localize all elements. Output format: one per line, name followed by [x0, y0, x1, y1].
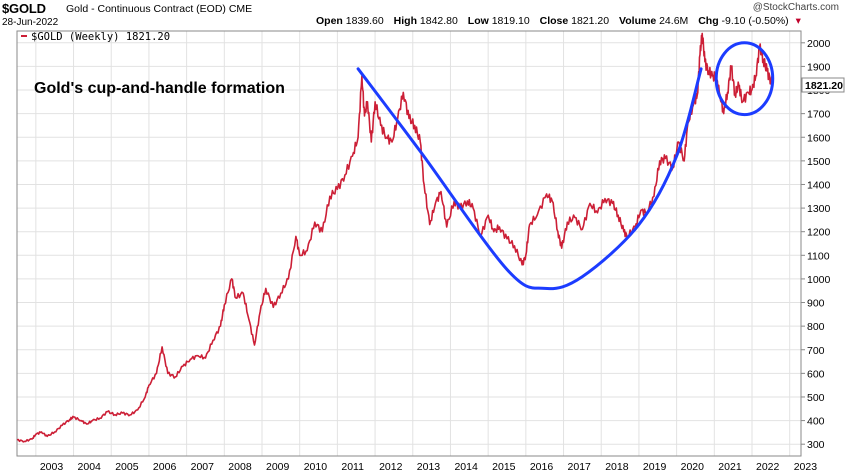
low-value: 1819.10 — [491, 15, 530, 27]
x-tick-label: 2009 — [266, 461, 290, 473]
y-tick-label: 800 — [807, 321, 825, 333]
x-tick-label: 2007 — [191, 461, 215, 473]
y-tick-label: 1500 — [807, 156, 831, 168]
last-value-label: 1821.20 — [805, 80, 843, 92]
down-arrow-icon: ▾ — [795, 15, 801, 27]
x-tick-label: 2008 — [228, 461, 252, 473]
y-tick-label: 900 — [807, 298, 825, 310]
high-label: High — [393, 15, 417, 27]
volume-value: 24.6M — [659, 15, 689, 27]
volume-label: Volume — [619, 15, 657, 27]
x-tick-label: 2011 — [341, 461, 364, 473]
x-tick-label: 2020 — [681, 461, 705, 473]
overlay-layer — [356, 41, 775, 291]
y-tick-label: 1000 — [807, 274, 831, 286]
handle-circle — [714, 41, 775, 117]
x-tick-label: 2013 — [417, 461, 441, 473]
y-axis: 300 400 500 600 700 800 900 1000 1100 1200 1300 140… — [801, 38, 831, 451]
x-tick-label: 2005 — [115, 461, 139, 473]
x-axis: 2003 2004 2005 2006 2007 2008 2009 2010 2011 2012… — [40, 461, 817, 473]
y-tick-label: 1700 — [807, 109, 831, 121]
x-tick-label: 2004 — [78, 461, 102, 473]
chart-date: 28-Jun-2022 — [2, 17, 59, 28]
y-tick-label: 700 — [807, 345, 825, 357]
x-tick-label: 2017 — [568, 461, 592, 473]
x-tick-label: 2006 — [153, 461, 177, 473]
chg-value: -9.10 (-0.50%) — [721, 15, 789, 27]
x-tick-label: 2014 — [454, 461, 478, 473]
open-label: Open — [316, 15, 343, 27]
price-series-line — [16, 32, 774, 443]
legend-label: $GOLD (Weekly) 1821.20 — [31, 31, 170, 43]
x-tick-label: 2023 — [794, 461, 818, 473]
legend: $GOLD (Weekly) 1821.20 — [21, 31, 170, 43]
ticker-symbol: $GOLD — [2, 1, 46, 16]
y-tick-label: 1200 — [807, 227, 831, 239]
low-label: Low — [467, 15, 489, 27]
last-value-box — [801, 77, 845, 93]
high-value: 1842.80 — [419, 15, 458, 27]
description-text: Gold - Continuous Contract (EOD) — [66, 3, 226, 15]
y-tick-label: 1900 — [807, 61, 831, 73]
x-tick-label: 2003 — [40, 461, 64, 473]
x-tick-label: 2018 — [605, 461, 629, 473]
cup-curve — [356, 67, 703, 291]
price-layer — [16, 32, 774, 443]
y-tick-label: 1600 — [807, 132, 831, 144]
open-value: 1839.60 — [345, 15, 384, 27]
y-tick-label: 400 — [807, 416, 825, 428]
x-tick-label: 2021 — [718, 461, 742, 473]
x-tick-label: 2010 — [304, 461, 328, 473]
grid-layer — [17, 31, 801, 456]
plot-frame — [16, 30, 802, 457]
chart-title: Gold's cup-and-handle formation — [34, 80, 285, 97]
x-tick-label: 2016 — [530, 461, 554, 473]
last-value-tag: 1821.20 — [801, 77, 845, 93]
y-tick-label: 500 — [807, 392, 825, 404]
y-tick-label: 1300 — [807, 203, 831, 215]
y-tick-label: 1100 — [807, 250, 830, 262]
y-tick-label: 2000 — [807, 38, 831, 50]
close-label: Close — [539, 15, 569, 27]
x-tick-label: 2019 — [643, 461, 667, 473]
y-tick-label: 300 — [807, 439, 825, 451]
x-tick-label: 2022 — [756, 461, 780, 473]
chg-label: Chg — [698, 15, 719, 27]
instrument-description: Gold - Continuous Contract (EOD) CME — [66, 3, 252, 15]
ohlc-readout: Open 1839.60 High 1842.80 Low 1819.10 Cl… — [316, 15, 801, 27]
close-value: 1821.20 — [571, 15, 610, 27]
stockcharts-credit: @StockCharts.com — [752, 2, 839, 13]
x-tick-label: 2012 — [379, 461, 403, 473]
y-tick-label: 1400 — [807, 179, 831, 191]
x-tick-label: 2015 — [492, 461, 516, 473]
y-tick-label: 600 — [807, 368, 825, 380]
exchange-text: CME — [228, 3, 253, 15]
